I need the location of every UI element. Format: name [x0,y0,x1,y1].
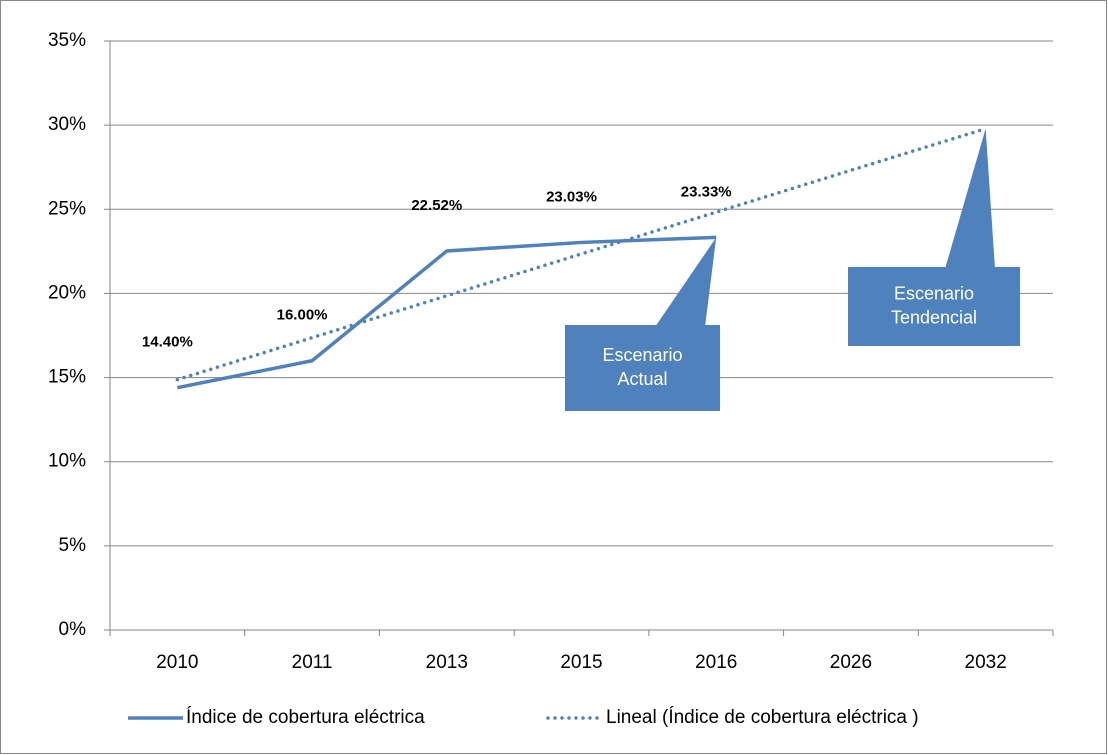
data-label: 23.33% [681,183,732,200]
callout-text: Escenario [894,283,974,303]
y-tick-label: 20% [48,282,86,303]
callout-text: Tendencial [891,307,977,327]
callout-text: Actual [617,369,667,389]
x-tick-label: 2010 [156,652,198,673]
x-tick-label: 2026 [830,652,872,673]
y-tick-label: 30% [48,114,86,135]
y-tick-label: 15% [48,367,86,388]
callout-text: Escenario [602,345,682,365]
x-tick-label: 2016 [695,652,737,673]
x-tick-label: 2011 [292,652,333,673]
data-label: 16.00% [277,307,328,324]
legend-label: Índice de cobertura eléctrica [186,707,425,728]
y-tick-label: 0% [59,619,87,640]
y-tick-label: 10% [48,451,86,472]
y-tick-label: 25% [48,198,86,219]
callout-box [565,325,720,411]
y-tick-label: 35% [48,30,86,51]
data-label: 23.03% [546,188,597,205]
callout-pointer [945,128,995,269]
trend-line [175,126,988,382]
x-tick-label: 2015 [560,652,602,673]
legend-label: Lineal (Índice de cobertura eléctrica ) [606,707,919,728]
data-label: 14.40% [142,334,193,351]
data-line [177,235,717,390]
x-tick-label: 2013 [426,652,468,673]
callout-pointer [655,237,717,327]
y-tick-label: 5% [59,535,87,556]
data-label: 22.52% [411,197,462,214]
x-tick-label: 2032 [965,652,1007,673]
callout-box [848,267,1020,346]
